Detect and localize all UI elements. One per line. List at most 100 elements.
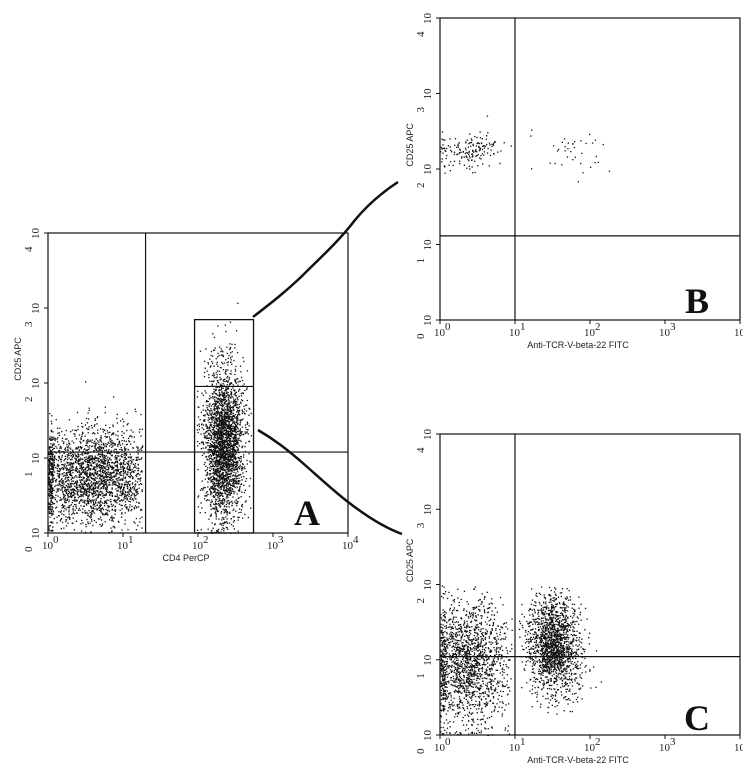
event-dot — [227, 425, 230, 428]
event-dot — [108, 510, 111, 512]
event-dot — [246, 388, 248, 391]
event-dot — [104, 467, 106, 470]
event-dot — [68, 485, 71, 487]
event-dot — [48, 502, 50, 504]
event-dot — [235, 426, 237, 428]
event-dot — [225, 516, 227, 518]
event-dot — [103, 502, 106, 505]
event-dot — [87, 464, 90, 466]
event-dot — [225, 422, 227, 424]
event-dot — [113, 450, 115, 452]
event-dot — [136, 475, 138, 477]
event-dot — [215, 472, 217, 474]
event-dot — [221, 465, 223, 467]
event-dot — [215, 509, 217, 511]
event-dot — [230, 429, 233, 431]
event-dot — [223, 446, 225, 449]
event-dot — [219, 438, 221, 440]
event-dot — [64, 507, 66, 510]
event-dot — [217, 455, 219, 457]
event-dot — [231, 440, 233, 442]
event-dot — [233, 508, 235, 510]
event-dot — [216, 374, 218, 376]
event-dot — [237, 438, 239, 440]
event-dot — [72, 505, 74, 508]
event-dot — [228, 417, 230, 419]
event-dot — [215, 468, 217, 471]
event-dot — [49, 494, 51, 496]
event-dot — [117, 452, 119, 454]
event-dot — [118, 441, 120, 443]
event-dot — [221, 447, 223, 449]
event-dot — [95, 474, 98, 476]
event-dot — [90, 500, 93, 502]
event-dot — [98, 441, 100, 443]
event-dot — [211, 383, 213, 385]
event-dot — [111, 476, 113, 478]
event-dot — [210, 431, 213, 433]
event-dot — [70, 448, 72, 450]
event-dot — [50, 511, 52, 513]
event-dot — [99, 500, 102, 502]
event-dot — [224, 462, 226, 464]
event-dot — [212, 349, 215, 351]
event-dot — [232, 387, 234, 389]
event-dot — [91, 455, 93, 457]
event-dot — [93, 486, 95, 488]
event-dot — [235, 461, 237, 464]
event-dot — [135, 507, 138, 509]
event-dot — [72, 455, 74, 458]
event-dot — [234, 430, 236, 433]
event-dot — [100, 483, 102, 485]
event-dot — [220, 378, 222, 380]
event-dot — [236, 477, 238, 480]
event-dot — [95, 463, 97, 465]
event-dot — [222, 472, 224, 474]
event-dot — [85, 532, 87, 534]
event-dot — [122, 479, 124, 481]
event-dot — [69, 474, 72, 477]
event-dot — [221, 444, 224, 446]
event-dot — [215, 461, 217, 463]
event-dot — [86, 427, 88, 430]
event-dot — [236, 475, 239, 477]
event-dot — [219, 483, 221, 485]
event-dot — [233, 453, 235, 455]
event-dot — [231, 450, 234, 452]
event-dot — [223, 440, 226, 442]
event-dot — [91, 456, 93, 459]
event-dot — [235, 463, 237, 466]
event-dot — [130, 463, 132, 465]
event-dot — [216, 363, 218, 365]
event-dot — [90, 462, 92, 464]
event-dot — [59, 469, 61, 471]
event-dot — [110, 517, 112, 519]
event-dot — [53, 443, 55, 445]
event-dot — [224, 420, 227, 422]
event-dot — [127, 468, 129, 471]
event-dot — [241, 491, 243, 493]
event-dot — [99, 505, 101, 508]
event-dot — [71, 513, 73, 516]
event-dot — [211, 374, 214, 376]
event-dot — [86, 493, 88, 495]
event-dot — [100, 498, 102, 500]
event-dot — [217, 428, 219, 431]
event-dot — [86, 444, 88, 446]
event-dot — [240, 432, 242, 434]
event-dot — [73, 433, 75, 435]
event-dot — [105, 445, 107, 447]
event-dot — [217, 402, 219, 404]
event-dot — [115, 465, 117, 467]
event-dot — [116, 490, 118, 492]
event-dot — [101, 487, 103, 490]
event-dot — [223, 426, 226, 428]
event-dot — [129, 484, 131, 486]
event-dot — [216, 445, 218, 447]
event-dot — [236, 378, 238, 380]
event-dot — [49, 446, 51, 448]
event-dot — [107, 505, 109, 507]
event-dot — [222, 419, 224, 421]
event-dot — [239, 429, 241, 432]
event-dot — [62, 506, 64, 509]
